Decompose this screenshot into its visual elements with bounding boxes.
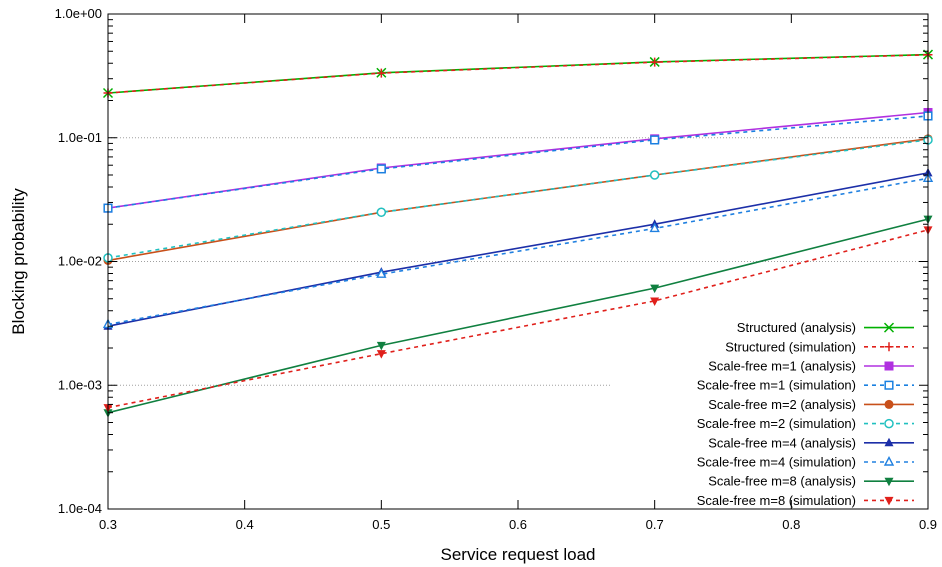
y-tick-label: 1.0e+00	[55, 6, 102, 21]
legend-label: Scale-free m=4 (analysis)	[708, 435, 856, 450]
legend-label: Scale-free m=1 (simulation)	[697, 378, 856, 393]
series-0	[102, 49, 934, 99]
data-point	[376, 207, 387, 218]
legend-label: Structured (analysis)	[737, 320, 856, 335]
legend-marker	[884, 399, 894, 409]
series-8	[103, 215, 933, 418]
x-tick-label: 0.9	[919, 517, 937, 532]
legend-marker	[883, 322, 895, 333]
series-line	[107, 177, 929, 326]
legend-marker	[884, 418, 894, 429]
data-point	[650, 57, 660, 67]
legend-label: Scale-free m=4 (simulation)	[697, 455, 856, 470]
x-tick-label: 0.3	[99, 517, 117, 532]
y-tick-label: 1.0e-03	[58, 377, 102, 392]
legend-marker	[884, 342, 894, 352]
legend-marker	[883, 456, 895, 466]
series-7	[102, 172, 934, 329]
legend-marker	[884, 477, 894, 487]
legend-label: Structured (simulation)	[725, 339, 856, 354]
series-line	[107, 115, 929, 209]
data-point	[650, 297, 660, 306]
legend-marker	[884, 361, 894, 371]
legend-marker	[884, 437, 894, 447]
x-tick-label: 0.5	[372, 517, 390, 532]
x-tick-label: 0.6	[509, 517, 527, 532]
data-point	[650, 135, 660, 145]
legend-label: Scale-free m=8 (simulation)	[697, 493, 856, 508]
series-line	[107, 54, 929, 94]
legend-label: Scale-free m=8 (analysis)	[708, 474, 856, 489]
grid-lines	[108, 137, 928, 386]
y-axis-title: Blocking probability	[9, 188, 28, 335]
legend: Structured (analysis) Structured (simulat…	[697, 320, 914, 508]
x-tick-label: 0.7	[646, 517, 664, 532]
data-point	[376, 341, 386, 351]
series-5	[103, 135, 933, 263]
data-point	[376, 350, 386, 359]
data-point	[376, 68, 386, 78]
legend-marker	[884, 496, 894, 506]
series-line	[107, 139, 929, 259]
y-tick-label: 1.0e-01	[58, 130, 102, 145]
axis-ticks: 1.0e-04 1.0e-03 1.0e-02 1.0e-01 1.0e+00 0.3 0.…	[55, 6, 937, 532]
y-tick-label: 1.0e-02	[58, 254, 102, 269]
legend-label: Scale-free m=2 (simulation)	[697, 416, 856, 431]
series-line	[107, 53, 929, 94]
series-3	[103, 111, 933, 213]
x-axis-title: Service request load	[441, 545, 596, 564]
legend-marker	[884, 380, 894, 390]
x-tick-label: 0.4	[236, 517, 254, 532]
series-line	[107, 229, 929, 409]
data-point	[376, 268, 387, 278]
data-point	[376, 164, 386, 174]
series-line	[107, 218, 929, 414]
data-point	[649, 222, 660, 233]
data-point	[649, 170, 660, 180]
series-2	[103, 107, 933, 213]
x-tick-label: 0.8	[782, 517, 800, 532]
y-tick-label: 1.0e-04	[58, 501, 102, 516]
data-point	[650, 284, 660, 294]
series-line	[107, 138, 929, 262]
series-9	[103, 226, 933, 413]
legend-label: Scale-free m=1 (analysis)	[708, 359, 856, 374]
legend-label: Scale-free m=2 (analysis)	[708, 397, 856, 412]
